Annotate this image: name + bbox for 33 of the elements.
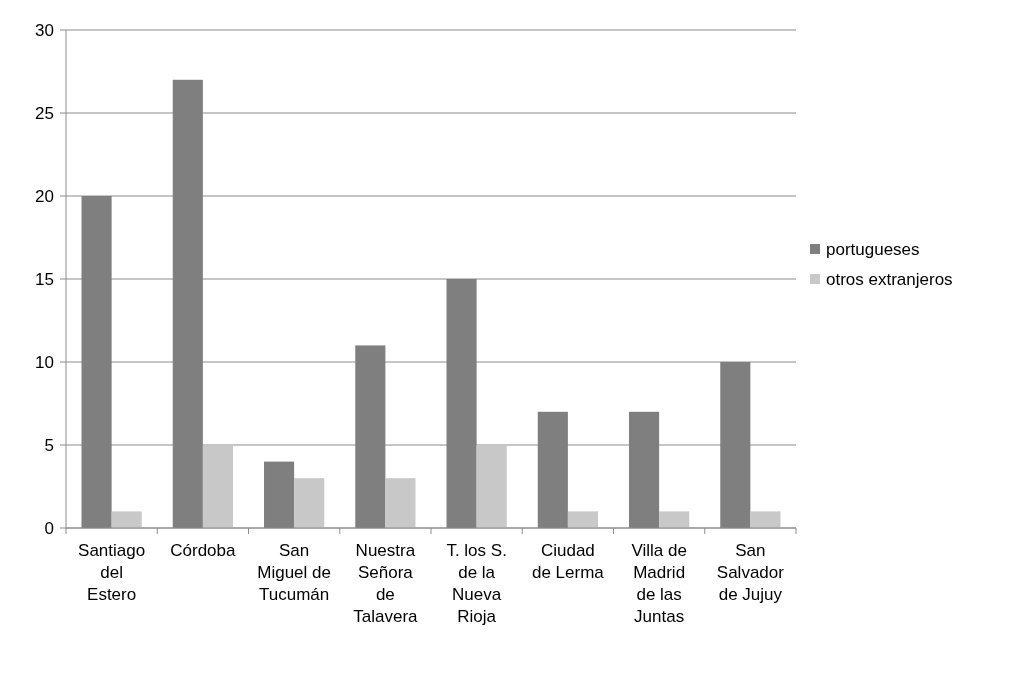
bar (446, 279, 477, 528)
bar (294, 478, 325, 528)
x-tick-label: San Miguel de Tucumán (257, 541, 331, 604)
y-tick-label: 5 (44, 435, 54, 455)
bar (567, 511, 598, 528)
y-tick-label: 10 (35, 352, 54, 372)
x-tick-label: Ciudad de Lerma (531, 541, 605, 582)
bar (355, 345, 386, 528)
x-tick-label: Villa de Madrid de las Juntas (631, 541, 687, 626)
x-tick-label: San Salvador de Jujuy (716, 541, 785, 604)
y-tick-label: 30 (35, 20, 54, 40)
x-tick-label: Santiago del Estero (78, 541, 146, 604)
bar (750, 511, 781, 528)
bar (385, 478, 416, 528)
bar (172, 79, 203, 528)
x-tick-label: T. los S. de la Nueva Rioja (446, 541, 507, 626)
bar (202, 445, 233, 528)
legend-label: portugueses (826, 239, 920, 259)
bar (476, 445, 507, 528)
y-tick-label: 20 (35, 186, 54, 206)
bar (659, 511, 690, 528)
y-tick-label: 15 (35, 269, 54, 289)
bar (629, 411, 660, 528)
bar (720, 362, 751, 528)
bar (537, 411, 568, 528)
y-tick-label: 25 (35, 103, 54, 123)
legend-label: otros extranjeros (826, 269, 953, 289)
bar (111, 511, 142, 528)
bar (264, 461, 295, 528)
x-tick-label: Nuestra Señora de Talavera (353, 541, 419, 626)
bar (81, 196, 112, 528)
x-tick-label: Córdoba (170, 541, 237, 560)
y-tick-label: 0 (44, 518, 54, 538)
